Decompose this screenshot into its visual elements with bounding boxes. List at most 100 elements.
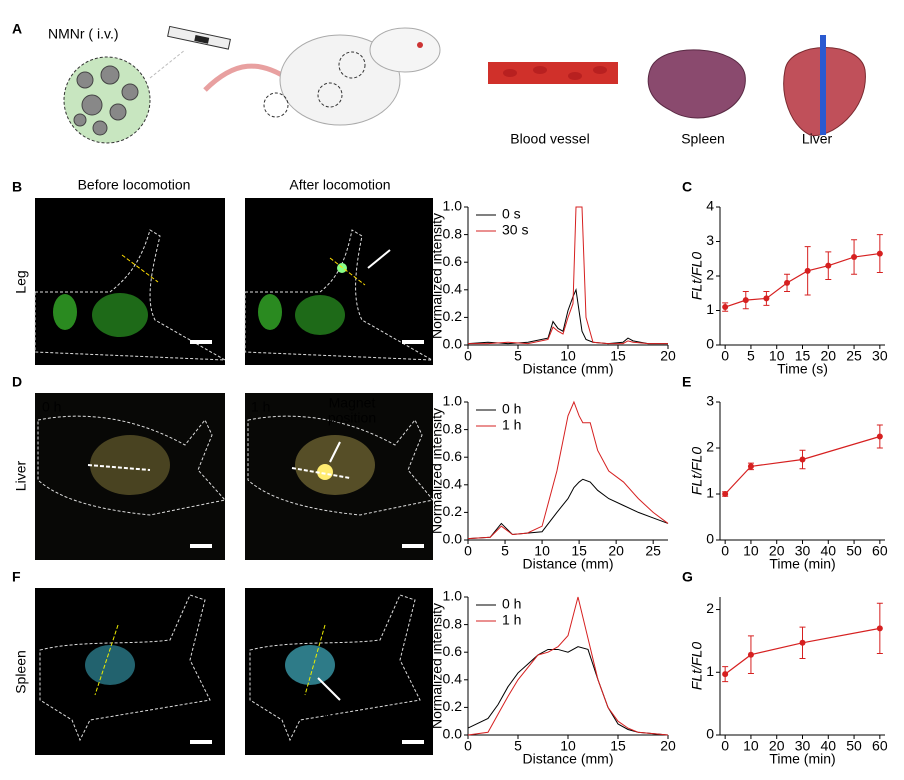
data-point [763, 295, 770, 302]
data-point [876, 433, 883, 440]
trend-line [724, 252, 880, 308]
profile-line [467, 646, 669, 736]
y-tick-label: 1.0 [443, 393, 463, 409]
data-point [747, 463, 754, 470]
y-tick-label: 1.0 [443, 198, 463, 214]
data-point [722, 304, 729, 311]
panel-label: F [12, 569, 21, 585]
y-tick-label: 0.4 [443, 476, 463, 492]
x-tick-label: 10 [743, 738, 759, 754]
y-tick-label: 0.2 [443, 503, 463, 519]
y-tick-label: 1 [706, 301, 714, 317]
legend-label: 1 h [502, 417, 521, 433]
profile-line [467, 596, 669, 736]
organ-label: Liver [802, 131, 833, 147]
data-point [804, 267, 811, 274]
y-tick-label: 0.2 [443, 698, 463, 714]
x-tick-label: 10 [769, 348, 785, 364]
y-tick-label: 0.6 [443, 253, 463, 269]
panel-label: E [682, 374, 691, 390]
magnet-label: position [328, 410, 376, 426]
data-point [851, 254, 858, 261]
injection-label: NMNr ( i.v.) [48, 26, 119, 42]
data-point [722, 671, 729, 678]
fluorescence-images [34, 198, 434, 755]
x-tick-label: 0 [464, 738, 472, 754]
panel-label: D [12, 374, 22, 390]
y-axis-label: Normalized intensity [429, 603, 445, 729]
y-tick-label: 0.6 [443, 448, 463, 464]
magnet-label: Magnet [375, 209, 422, 225]
x-tick-label: 20 [608, 543, 624, 559]
x-tick-label: 50 [846, 738, 862, 754]
data-point [742, 297, 749, 304]
data-point [799, 456, 806, 463]
x-tick-label: 5 [514, 348, 522, 364]
y-tick-label: 0.6 [443, 643, 463, 659]
y-axis-label: FLt/FL0 [689, 447, 705, 495]
illustration [63, 25, 866, 144]
y-tick-label: 2 [706, 600, 714, 616]
timestamp: 0 h [42, 595, 61, 611]
x-axis-label: Time (s) [777, 361, 828, 377]
y-tick-label: 0 [706, 531, 714, 547]
legend-label: 0 h [502, 401, 521, 417]
trend-line [724, 627, 880, 675]
column-title: After locomotion [289, 177, 390, 193]
data-point [876, 250, 883, 257]
y-tick-label: 0.8 [443, 615, 463, 631]
x-tick-label: 20 [769, 738, 785, 754]
y-tick-label: 0 [706, 726, 714, 742]
x-tick-label: 60 [872, 738, 888, 754]
y-tick-label: 0.0 [443, 531, 463, 547]
magnet-label: Magnet [329, 395, 376, 411]
x-tick-label: 5 [514, 738, 522, 754]
legend-label: 0 h [502, 596, 521, 612]
timestamp: 30 s [251, 204, 277, 220]
x-tick-label: 20 [660, 738, 676, 754]
column-title: Before locomotion [78, 177, 191, 193]
x-tick-label: 10 [743, 543, 759, 559]
x-axis-label: Distance (mm) [522, 361, 613, 377]
x-tick-label: 20 [820, 348, 836, 364]
y-axis-label: FLt/FL0 [689, 642, 705, 690]
y-tick-label: 0.4 [443, 671, 463, 687]
data-point [784, 279, 791, 286]
y-tick-label: 1.0 [443, 588, 463, 604]
x-tick-label: 10 [560, 348, 576, 364]
magnet-label: position [374, 224, 422, 240]
y-tick-label: 2 [706, 267, 714, 283]
profile-line [467, 287, 668, 345]
x-tick-label: 15 [571, 543, 587, 559]
x-tick-label: 60 [872, 543, 888, 559]
x-tick-label: 25 [645, 543, 661, 559]
magnet-label: position [324, 724, 372, 740]
x-tick-label: 0 [464, 348, 472, 364]
panel-label: B [12, 179, 22, 195]
x-axis-label: Distance (mm) [522, 556, 613, 572]
profile-line [468, 206, 668, 345]
data-point [876, 625, 883, 632]
x-tick-label: 0 [721, 738, 729, 754]
x-tick-label: 30 [795, 543, 811, 559]
organ-label: Blood vessel [510, 131, 589, 147]
y-tick-label: 0.8 [443, 420, 463, 436]
x-tick-label: 0 [721, 348, 729, 364]
x-tick-label: 0 [464, 543, 472, 559]
y-axis-label: Normalized intensity [429, 408, 445, 534]
profile-line [467, 400, 669, 540]
legend-label: 30 s [502, 222, 528, 238]
x-tick-label: 15 [610, 348, 626, 364]
y-axis-label: Normalized intensity [429, 213, 445, 339]
x-tick-label: 10 [560, 738, 576, 754]
x-tick-label: 50 [846, 543, 862, 559]
row-label: Leg [13, 270, 29, 293]
x-tick-label: 30 [872, 348, 888, 364]
timestamp: 1 h [251, 399, 270, 415]
data-point [722, 491, 729, 497]
y-axis-label: FLt/FL0 [689, 252, 705, 300]
y-tick-label: 0.8 [443, 225, 463, 241]
y-tick-label: 1 [706, 485, 714, 501]
x-tick-label: 0 [721, 543, 729, 559]
